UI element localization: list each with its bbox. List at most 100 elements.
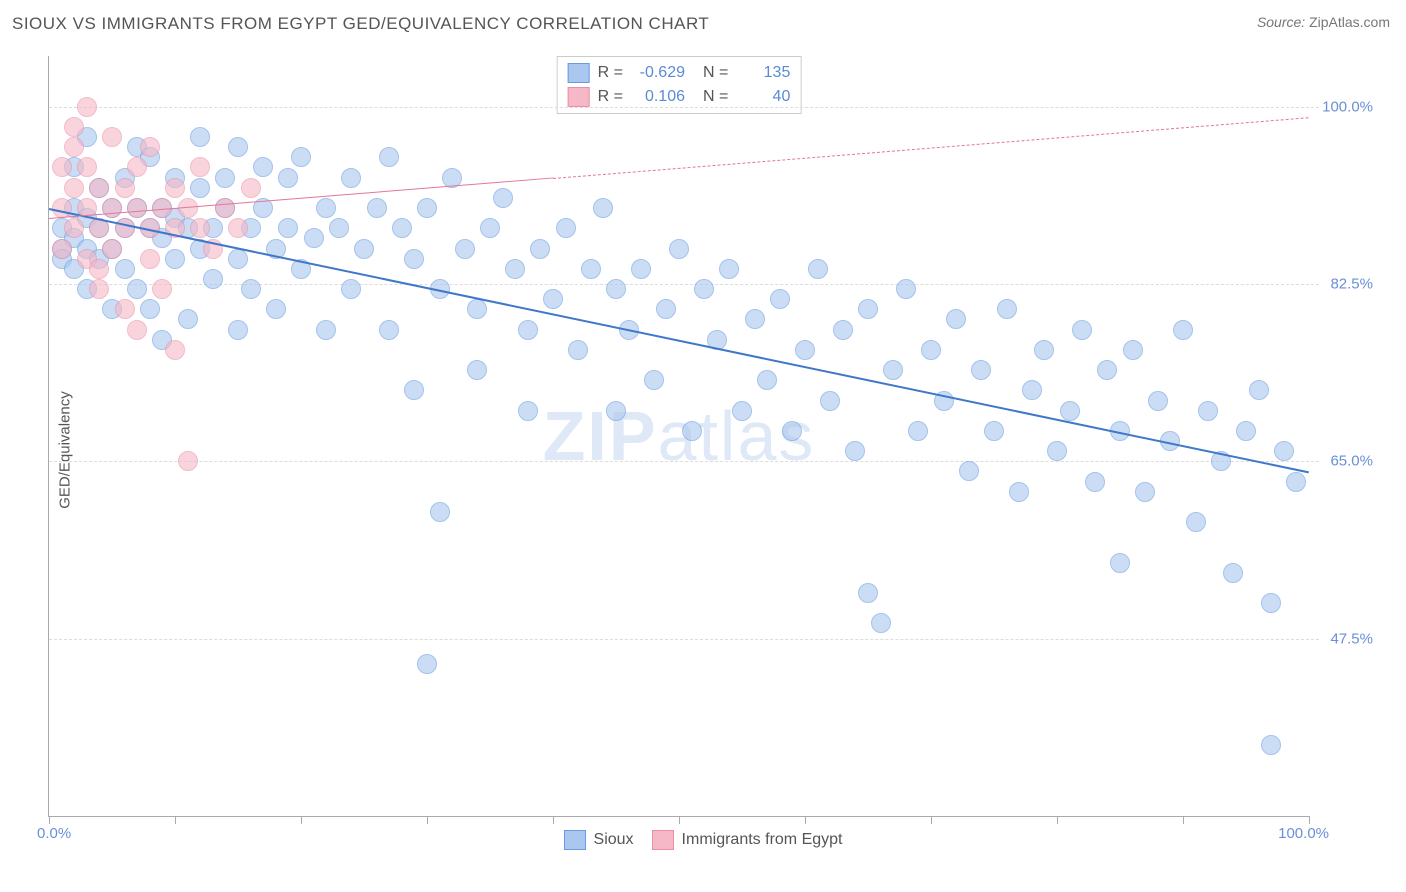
scatter-point <box>329 218 349 238</box>
x-tick <box>301 816 302 824</box>
legend-stats-row: R =-0.629N =135 <box>568 61 791 85</box>
scatter-point <box>253 157 273 177</box>
scatter-point <box>682 421 702 441</box>
scatter-point <box>1261 593 1281 613</box>
legend-stats-row: R =0.106N =40 <box>568 85 791 109</box>
scatter-point <box>631 259 651 279</box>
scatter-point <box>833 320 853 340</box>
legend-series-label: Immigrants from Egypt <box>682 831 843 849</box>
watermark-bold: ZIP <box>543 397 658 475</box>
scatter-point <box>770 289 790 309</box>
scatter-point <box>115 218 135 238</box>
scatter-point <box>215 198 235 218</box>
scatter-point <box>430 502 450 522</box>
gridline-h <box>49 461 1319 462</box>
scatter-point <box>858 299 878 319</box>
scatter-point <box>228 249 248 269</box>
scatter-point <box>190 218 210 238</box>
scatter-point <box>1110 553 1130 573</box>
scatter-point <box>102 239 122 259</box>
scatter-point <box>1173 320 1193 340</box>
x-tick <box>931 816 932 824</box>
scatter-point <box>165 340 185 360</box>
scatter-point <box>52 198 72 218</box>
scatter-point <box>581 259 601 279</box>
gridline-h <box>49 639 1319 640</box>
scatter-point <box>896 279 916 299</box>
scatter-point <box>493 188 513 208</box>
x-tick <box>427 816 428 824</box>
scatter-point <box>127 279 147 299</box>
scatter-point <box>921 340 941 360</box>
scatter-point <box>241 178 261 198</box>
legend-swatch <box>652 830 674 850</box>
scatter-point <box>606 279 626 299</box>
scatter-point <box>1034 340 1054 360</box>
x-tick <box>679 816 680 824</box>
scatter-point <box>1274 441 1294 461</box>
scatter-point <box>556 218 576 238</box>
scatter-point <box>669 239 689 259</box>
scatter-point <box>52 239 72 259</box>
legend-n-value: 135 <box>736 64 790 82</box>
scatter-point <box>89 178 109 198</box>
scatter-point <box>568 340 588 360</box>
scatter-point <box>417 198 437 218</box>
scatter-point <box>165 249 185 269</box>
scatter-point <box>694 279 714 299</box>
legend-n-value: 40 <box>736 88 790 106</box>
scatter-point <box>467 299 487 319</box>
scatter-point <box>278 168 298 188</box>
scatter-point <box>1135 482 1155 502</box>
y-tick-label: 100.0% <box>1317 98 1373 115</box>
x-tick <box>1309 816 1310 824</box>
scatter-point <box>1249 380 1269 400</box>
scatter-point <box>1085 472 1105 492</box>
scatter-point <box>203 269 223 289</box>
scatter-point <box>959 461 979 481</box>
scatter-point <box>115 259 135 279</box>
scatter-point <box>997 299 1017 319</box>
legend-r-value: -0.629 <box>631 64 685 82</box>
scatter-point <box>984 421 1004 441</box>
scatter-point <box>593 198 613 218</box>
legend-swatch <box>564 830 586 850</box>
scatter-point <box>1236 421 1256 441</box>
legend-n-label: N = <box>703 88 728 106</box>
trend-line <box>553 117 1309 179</box>
scatter-point <box>1072 320 1092 340</box>
scatter-point <box>140 137 160 157</box>
scatter-point <box>1047 441 1067 461</box>
plot-area: ZIPatlas R =-0.629N =135R =0.106N =40 0.… <box>48 56 1309 817</box>
source-label: Source: <box>1257 14 1305 30</box>
legend-n-label: N = <box>703 64 728 82</box>
scatter-point <box>719 259 739 279</box>
scatter-point <box>77 157 97 177</box>
scatter-point <box>291 147 311 167</box>
scatter-point <box>1097 360 1117 380</box>
scatter-point <box>165 178 185 198</box>
gridline-h <box>49 107 1319 108</box>
scatter-point <box>656 299 676 319</box>
scatter-point <box>127 320 147 340</box>
scatter-point <box>178 451 198 471</box>
scatter-point <box>316 320 336 340</box>
scatter-point <box>1198 401 1218 421</box>
scatter-point <box>178 309 198 329</box>
scatter-point <box>379 147 399 167</box>
scatter-point <box>215 168 235 188</box>
scatter-point <box>140 249 160 269</box>
scatter-point <box>127 157 147 177</box>
y-tick-label: 82.5% <box>1317 276 1373 293</box>
scatter-point <box>127 198 147 218</box>
scatter-point <box>858 583 878 603</box>
scatter-point <box>228 320 248 340</box>
scatter-point <box>341 168 361 188</box>
x-tick <box>175 816 176 824</box>
scatter-point <box>883 360 903 380</box>
y-tick-label: 65.0% <box>1317 453 1373 470</box>
scatter-point <box>518 320 538 340</box>
source-value: ZipAtlas.com <box>1309 14 1390 30</box>
scatter-point <box>518 401 538 421</box>
scatter-point <box>392 218 412 238</box>
